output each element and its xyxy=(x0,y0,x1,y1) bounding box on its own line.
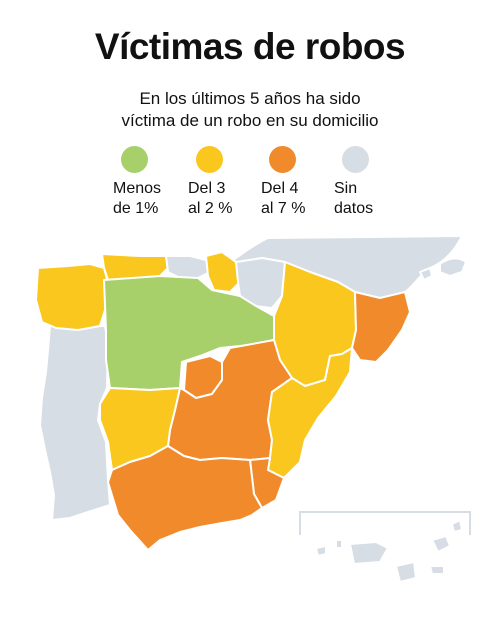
subtitle-line-2: víctima de un robo en su domicilio xyxy=(121,111,379,130)
region-cataluna xyxy=(351,291,411,363)
legend-swatch-nodata xyxy=(342,146,369,173)
legend-label-high-2: al 7 % xyxy=(261,200,306,217)
region-canarias xyxy=(315,519,463,583)
subtitle: En los últimos 5 años ha sido víctima de… xyxy=(0,88,500,132)
legend-item-low: Menos de 1% xyxy=(113,146,203,219)
region-cantabria xyxy=(165,255,211,279)
spain-map xyxy=(35,235,471,583)
legend-label-mid-1: Del 3 xyxy=(188,180,226,197)
legend-item-nodata: Sin datos xyxy=(334,146,424,219)
region-valencia xyxy=(267,347,353,479)
region-galicia xyxy=(35,263,111,331)
region-pais-vasco xyxy=(205,251,241,293)
legend-label-nodata-1: Sin xyxy=(334,180,358,197)
canarias-inset-frame xyxy=(299,511,471,535)
legend-label-mid-2: al 2 % xyxy=(188,200,233,217)
legend-swatch-high xyxy=(269,146,296,173)
legend: Menos de 1% Del 3 al 2 % Del 4 al 7 % Sin da… xyxy=(0,146,500,226)
region-baleares xyxy=(419,257,467,281)
legend-swatch-low xyxy=(121,146,148,173)
region-navarra xyxy=(235,257,286,309)
legend-swatch-mid xyxy=(196,146,223,173)
region-andalucia xyxy=(107,445,263,551)
region-portugal xyxy=(39,325,111,521)
subtitle-line-1: En los últimos 5 años ha sido xyxy=(139,89,361,108)
legend-label-high-1: Del 4 xyxy=(261,180,299,197)
legend-item-mid: Del 3 al 2 % xyxy=(188,146,278,219)
legend-label-low-1: Menos xyxy=(113,180,162,197)
legend-item-high: Del 4 al 7 % xyxy=(261,146,351,219)
legend-label-low-2: de 1% xyxy=(113,200,159,217)
page-title: Víctimas de robos xyxy=(94,26,406,67)
legend-label-nodata-2: datos xyxy=(334,200,374,217)
